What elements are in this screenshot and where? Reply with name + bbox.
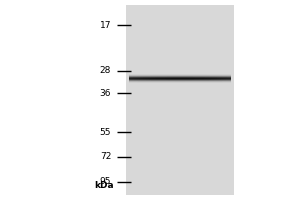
Text: 36: 36	[100, 89, 111, 98]
Text: 72: 72	[100, 152, 111, 161]
Text: 28: 28	[100, 66, 111, 75]
Bar	[126, 5, 234, 195]
Text: 17: 17	[100, 21, 111, 30]
Text: kDa: kDa	[94, 181, 114, 190]
Text: 95: 95	[100, 177, 111, 186]
Text: 55: 55	[100, 128, 111, 137]
